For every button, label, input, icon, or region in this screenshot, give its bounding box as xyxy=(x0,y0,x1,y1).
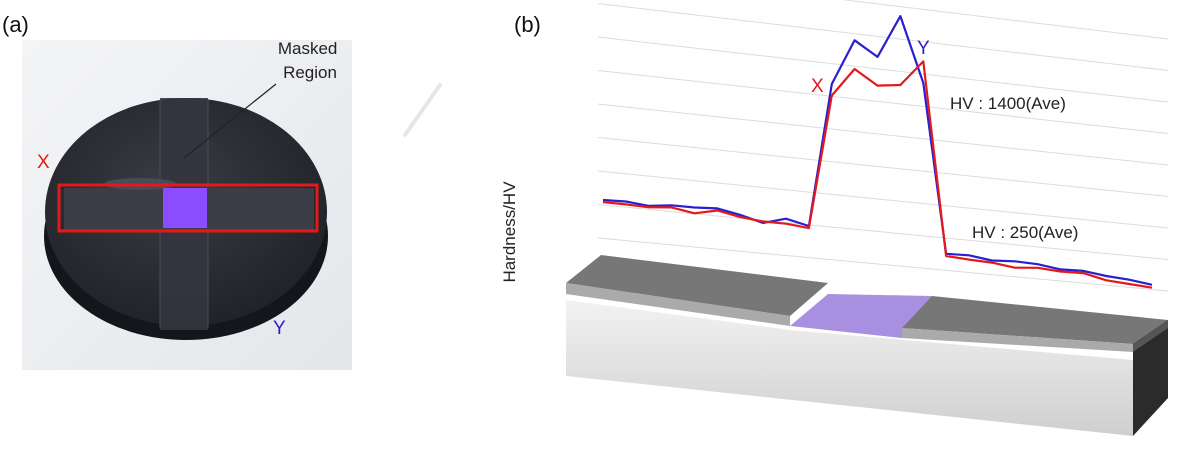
panel-a-x-label: X xyxy=(37,152,50,173)
y-axis-label: Hardness/HV xyxy=(500,181,519,283)
series-y-line xyxy=(602,15,1153,286)
x-direction-box xyxy=(57,183,319,233)
gridlines xyxy=(597,0,1169,292)
decorative-stroke xyxy=(403,83,442,137)
panel-a: (a) Masked Region X Y xyxy=(2,12,352,370)
annotation-high: HV : 1400(Ave) xyxy=(950,94,1066,113)
annotation-low: HV : 250(Ave) xyxy=(972,223,1078,242)
series-x-line xyxy=(602,60,1153,289)
gridline xyxy=(597,3,1169,71)
panel-b-y-label: Y xyxy=(917,38,930,59)
gridline xyxy=(841,0,1169,40)
masked-square xyxy=(163,188,207,228)
gridline xyxy=(597,137,1169,197)
panel-a-y-label: Y xyxy=(273,318,286,339)
panel-b-label: (b) xyxy=(514,12,541,37)
masked-region-leader xyxy=(183,83,277,159)
gridline xyxy=(597,36,1169,103)
panel-b: (b) Hardness/HV X Y HV : 1400(Ave) HV xyxy=(500,0,1169,436)
panel-b-x-label: X xyxy=(811,76,824,97)
specimen-block xyxy=(566,255,1168,436)
gridline xyxy=(597,103,1169,166)
gridline xyxy=(597,204,1169,260)
gridline xyxy=(597,70,1169,134)
gridline xyxy=(597,170,1169,229)
gridline xyxy=(597,237,1169,292)
masked-region-label: Masked Region xyxy=(278,39,342,82)
panel-a-label: (a) xyxy=(2,12,29,37)
